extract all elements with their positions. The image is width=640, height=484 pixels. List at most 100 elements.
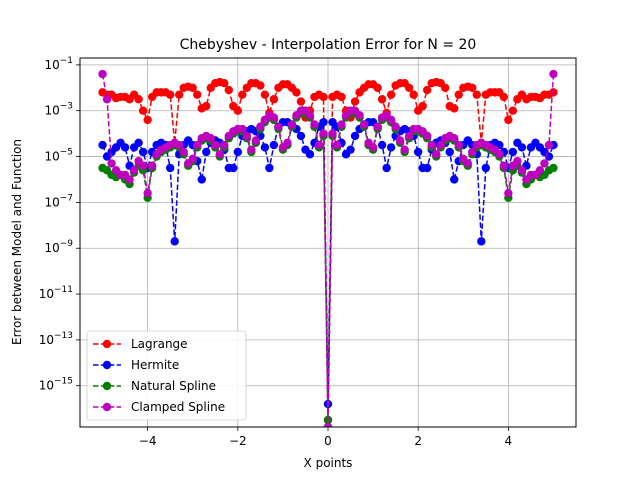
data-point <box>242 131 252 141</box>
data-point <box>305 111 315 120</box>
data-point <box>224 85 233 95</box>
x-axis-label: X points <box>304 456 353 470</box>
data-point <box>143 189 152 198</box>
data-point <box>188 154 197 164</box>
legend-marker <box>102 360 112 370</box>
data-point <box>202 101 211 111</box>
data-point <box>134 95 143 104</box>
y-tick-exponent: −9 <box>60 239 74 249</box>
data-point <box>423 131 432 141</box>
legend-box <box>86 330 247 421</box>
data-point <box>400 145 409 154</box>
data-point <box>310 120 319 129</box>
legend: Lagrange Hermite Natural Spline Clamped Spl… <box>86 330 247 421</box>
legend-entry: Clamped Spline <box>93 400 225 414</box>
data-point <box>260 90 270 99</box>
chart-title: Chebyshev - Interpolation Error for N = … <box>180 37 477 53</box>
x-axis-ticks: −4 −2 0 2 4 <box>139 427 512 448</box>
data-point <box>377 140 387 150</box>
y-tick-base: 10 <box>39 379 54 393</box>
data-point <box>319 117 328 127</box>
data-point <box>98 140 107 150</box>
x-tick-label: 4 <box>505 434 513 448</box>
data-point <box>445 147 454 157</box>
data-point <box>247 145 256 154</box>
data-point <box>256 81 265 90</box>
data-point <box>504 189 513 198</box>
plot-series <box>98 69 558 427</box>
series-clamped-spline <box>98 69 558 427</box>
data-point <box>120 143 130 152</box>
data-point <box>540 159 549 168</box>
data-point <box>450 104 459 113</box>
data-point <box>395 136 405 145</box>
data-point <box>265 163 274 173</box>
data-point <box>125 175 134 184</box>
y-tick-base: 10 <box>39 333 54 347</box>
data-point <box>287 120 297 129</box>
data-point <box>206 134 215 143</box>
data-point <box>129 166 139 175</box>
y-tick-base: 10 <box>39 287 54 301</box>
data-point <box>215 150 224 159</box>
x-tick-label: −2 <box>229 434 247 448</box>
data-point <box>319 92 328 102</box>
y-tick-exponent: −11 <box>54 285 73 295</box>
y-tick-base: 10 <box>44 241 59 255</box>
data-point <box>454 140 463 150</box>
data-point <box>323 422 333 427</box>
data-point <box>441 83 450 93</box>
data-point <box>404 131 414 141</box>
data-point <box>269 95 279 104</box>
data-point <box>229 163 238 173</box>
legend-label: Lagrange <box>131 337 188 351</box>
y-tick-exponent: −7 <box>60 193 73 203</box>
data-point <box>138 147 148 157</box>
data-point <box>337 120 346 129</box>
data-point <box>98 69 107 79</box>
data-point <box>423 163 432 173</box>
data-point <box>269 113 279 122</box>
data-point <box>495 150 504 159</box>
y-tick-label: 10−11 <box>39 285 73 301</box>
data-point <box>481 163 491 173</box>
y-tick-label: 10−13 <box>39 331 73 347</box>
data-point <box>170 237 179 246</box>
data-point <box>517 166 527 175</box>
data-point <box>328 129 337 138</box>
data-point <box>391 122 400 131</box>
y-tick-label: 10−5 <box>44 148 73 164</box>
data-point <box>517 143 527 152</box>
data-point <box>549 163 558 173</box>
data-point <box>450 175 459 184</box>
data-point <box>404 83 414 93</box>
data-point <box>337 92 346 102</box>
y-tick-base: 10 <box>44 104 59 118</box>
legend-entry: Hermite <box>93 358 179 372</box>
data-point <box>386 115 396 125</box>
y-tick-label: 10−9 <box>44 239 73 255</box>
data-point <box>468 83 477 93</box>
data-point <box>193 90 202 99</box>
data-point <box>423 85 432 95</box>
data-point <box>508 147 518 157</box>
data-point <box>432 150 441 159</box>
data-point <box>134 138 143 147</box>
data-point <box>513 156 522 166</box>
legend-label: Natural Spline <box>131 379 216 393</box>
data-point <box>314 140 324 150</box>
data-point <box>233 147 243 157</box>
y-axis-label: Error between Model and Function <box>10 139 24 345</box>
legend-entry: Natural Spline <box>93 379 216 393</box>
data-point <box>544 140 554 150</box>
x-tick-label: 0 <box>324 434 332 448</box>
legend-marker <box>102 402 112 412</box>
data-point <box>377 95 387 104</box>
data-point <box>138 161 148 170</box>
data-point <box>143 115 152 125</box>
data-point <box>504 115 513 125</box>
y-tick-exponent: −3 <box>60 102 73 112</box>
data-point <box>188 83 197 93</box>
data-point <box>319 129 328 138</box>
